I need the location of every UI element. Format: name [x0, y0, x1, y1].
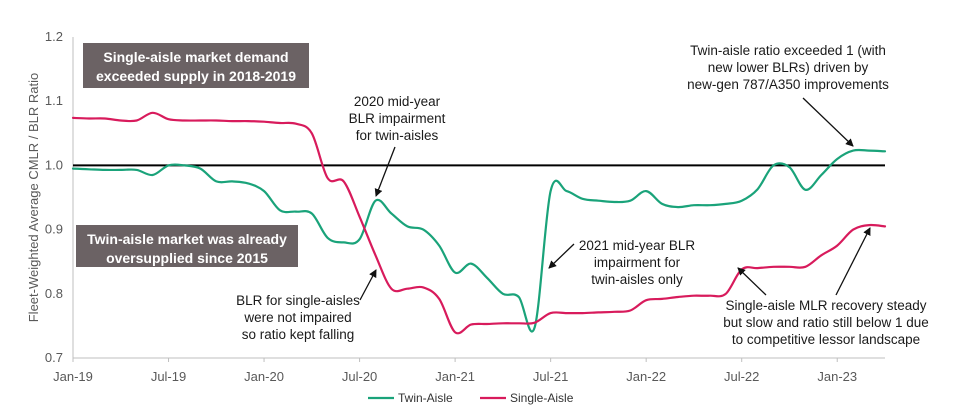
series-line-twin-aisle	[71, 148, 887, 333]
single-demand-text: Single-aisle market demand	[103, 49, 288, 65]
arrow-blr-single	[359, 269, 377, 301]
note-single-recovery: Single-aisle MLR recovery steady	[725, 298, 926, 313]
series-line-single-aisle	[71, 111, 887, 335]
note-twin-exceeded: new lower BLRs) driven by	[708, 60, 869, 75]
arrow-2020-impairment	[374, 146, 396, 197]
arrow-twin-exceeded	[802, 97, 854, 147]
legend-label-twin-aisle: Twin-Aisle	[398, 391, 453, 405]
y-tick-label: 1.0	[45, 157, 63, 172]
x-tick-label: Jan-23	[817, 369, 857, 384]
arrow-single-recovery-b	[835, 227, 871, 296]
y-tick-label: 0.8	[45, 286, 63, 301]
arrow-single-recovery-a	[737, 267, 767, 296]
single-demand-text: exceeded supply in 2018-2019	[96, 68, 296, 84]
twin-oversupply-text: Twin-aisle market was already	[87, 231, 287, 247]
x-tick-label: Jan-21	[435, 369, 475, 384]
note-2021-impairment: twin-aisles only	[591, 272, 683, 287]
x-tick-label: Jul-21	[533, 369, 568, 384]
note-2020-impairment: 2020 mid-year	[354, 94, 441, 109]
x-tick-label: Jul-19	[151, 369, 186, 384]
note-single-recovery: to competitive lessor landscape	[732, 332, 920, 347]
note-2021-impairment: 2021 mid-year BLR	[579, 238, 696, 253]
y-tick-label: 0.7	[45, 350, 63, 365]
legend-label-single-aisle: Single-Aisle	[510, 391, 574, 405]
y-tick-label: 1.2	[45, 29, 63, 44]
chart-axes: 0.7 0.8 0.9 1.0 1.1 1.2 Jan-19 Jul-19 Jan-20 Jul-…	[26, 29, 885, 384]
note-twin-exceeded: Twin-aisle ratio exceeded 1 (with	[690, 43, 886, 58]
arrow-2021-impairment	[548, 243, 575, 269]
note-2021-impairment: impairment for	[594, 255, 681, 270]
note-2020-impairment: BLR impairment	[349, 111, 446, 126]
twin-oversupply-box	[76, 225, 298, 267]
note-single-recovery: but slow and ratio still below 1 due	[723, 315, 929, 330]
x-tick-label: Jan-22	[626, 369, 666, 384]
x-tick-label: Jul-22	[724, 369, 759, 384]
note-blr-single-aisles: BLR for single-aisles	[236, 293, 360, 308]
chart-annotations: Single-aisle market demand exceeded suppl…	[76, 43, 929, 347]
note-twin-exceeded: new-gen 787/A350 improvements	[687, 77, 889, 92]
y-tick-label: 0.9	[45, 222, 63, 237]
y-axis-label: Fleet-Weighted Average CMLR / BLR Ratio	[26, 73, 41, 323]
note-blr-single-aisles: so ratio kept falling	[242, 327, 355, 342]
twin-oversupply-text: oversupplied since 2015	[106, 250, 268, 266]
note-blr-single-aisles: were not impaired	[243, 310, 351, 325]
x-tick-label: Jan-20	[244, 369, 284, 384]
note-2020-impairment: for twin-aisles	[356, 128, 439, 143]
chart-legend: Twin-Aisle Single-Aisle	[368, 391, 574, 405]
chart-series	[71, 111, 887, 335]
x-tick-label: Jan-19	[53, 369, 93, 384]
single-demand-box	[83, 43, 309, 88]
x-tick-label: Jul-20	[342, 369, 377, 384]
y-tick-label: 1.1	[45, 93, 63, 108]
